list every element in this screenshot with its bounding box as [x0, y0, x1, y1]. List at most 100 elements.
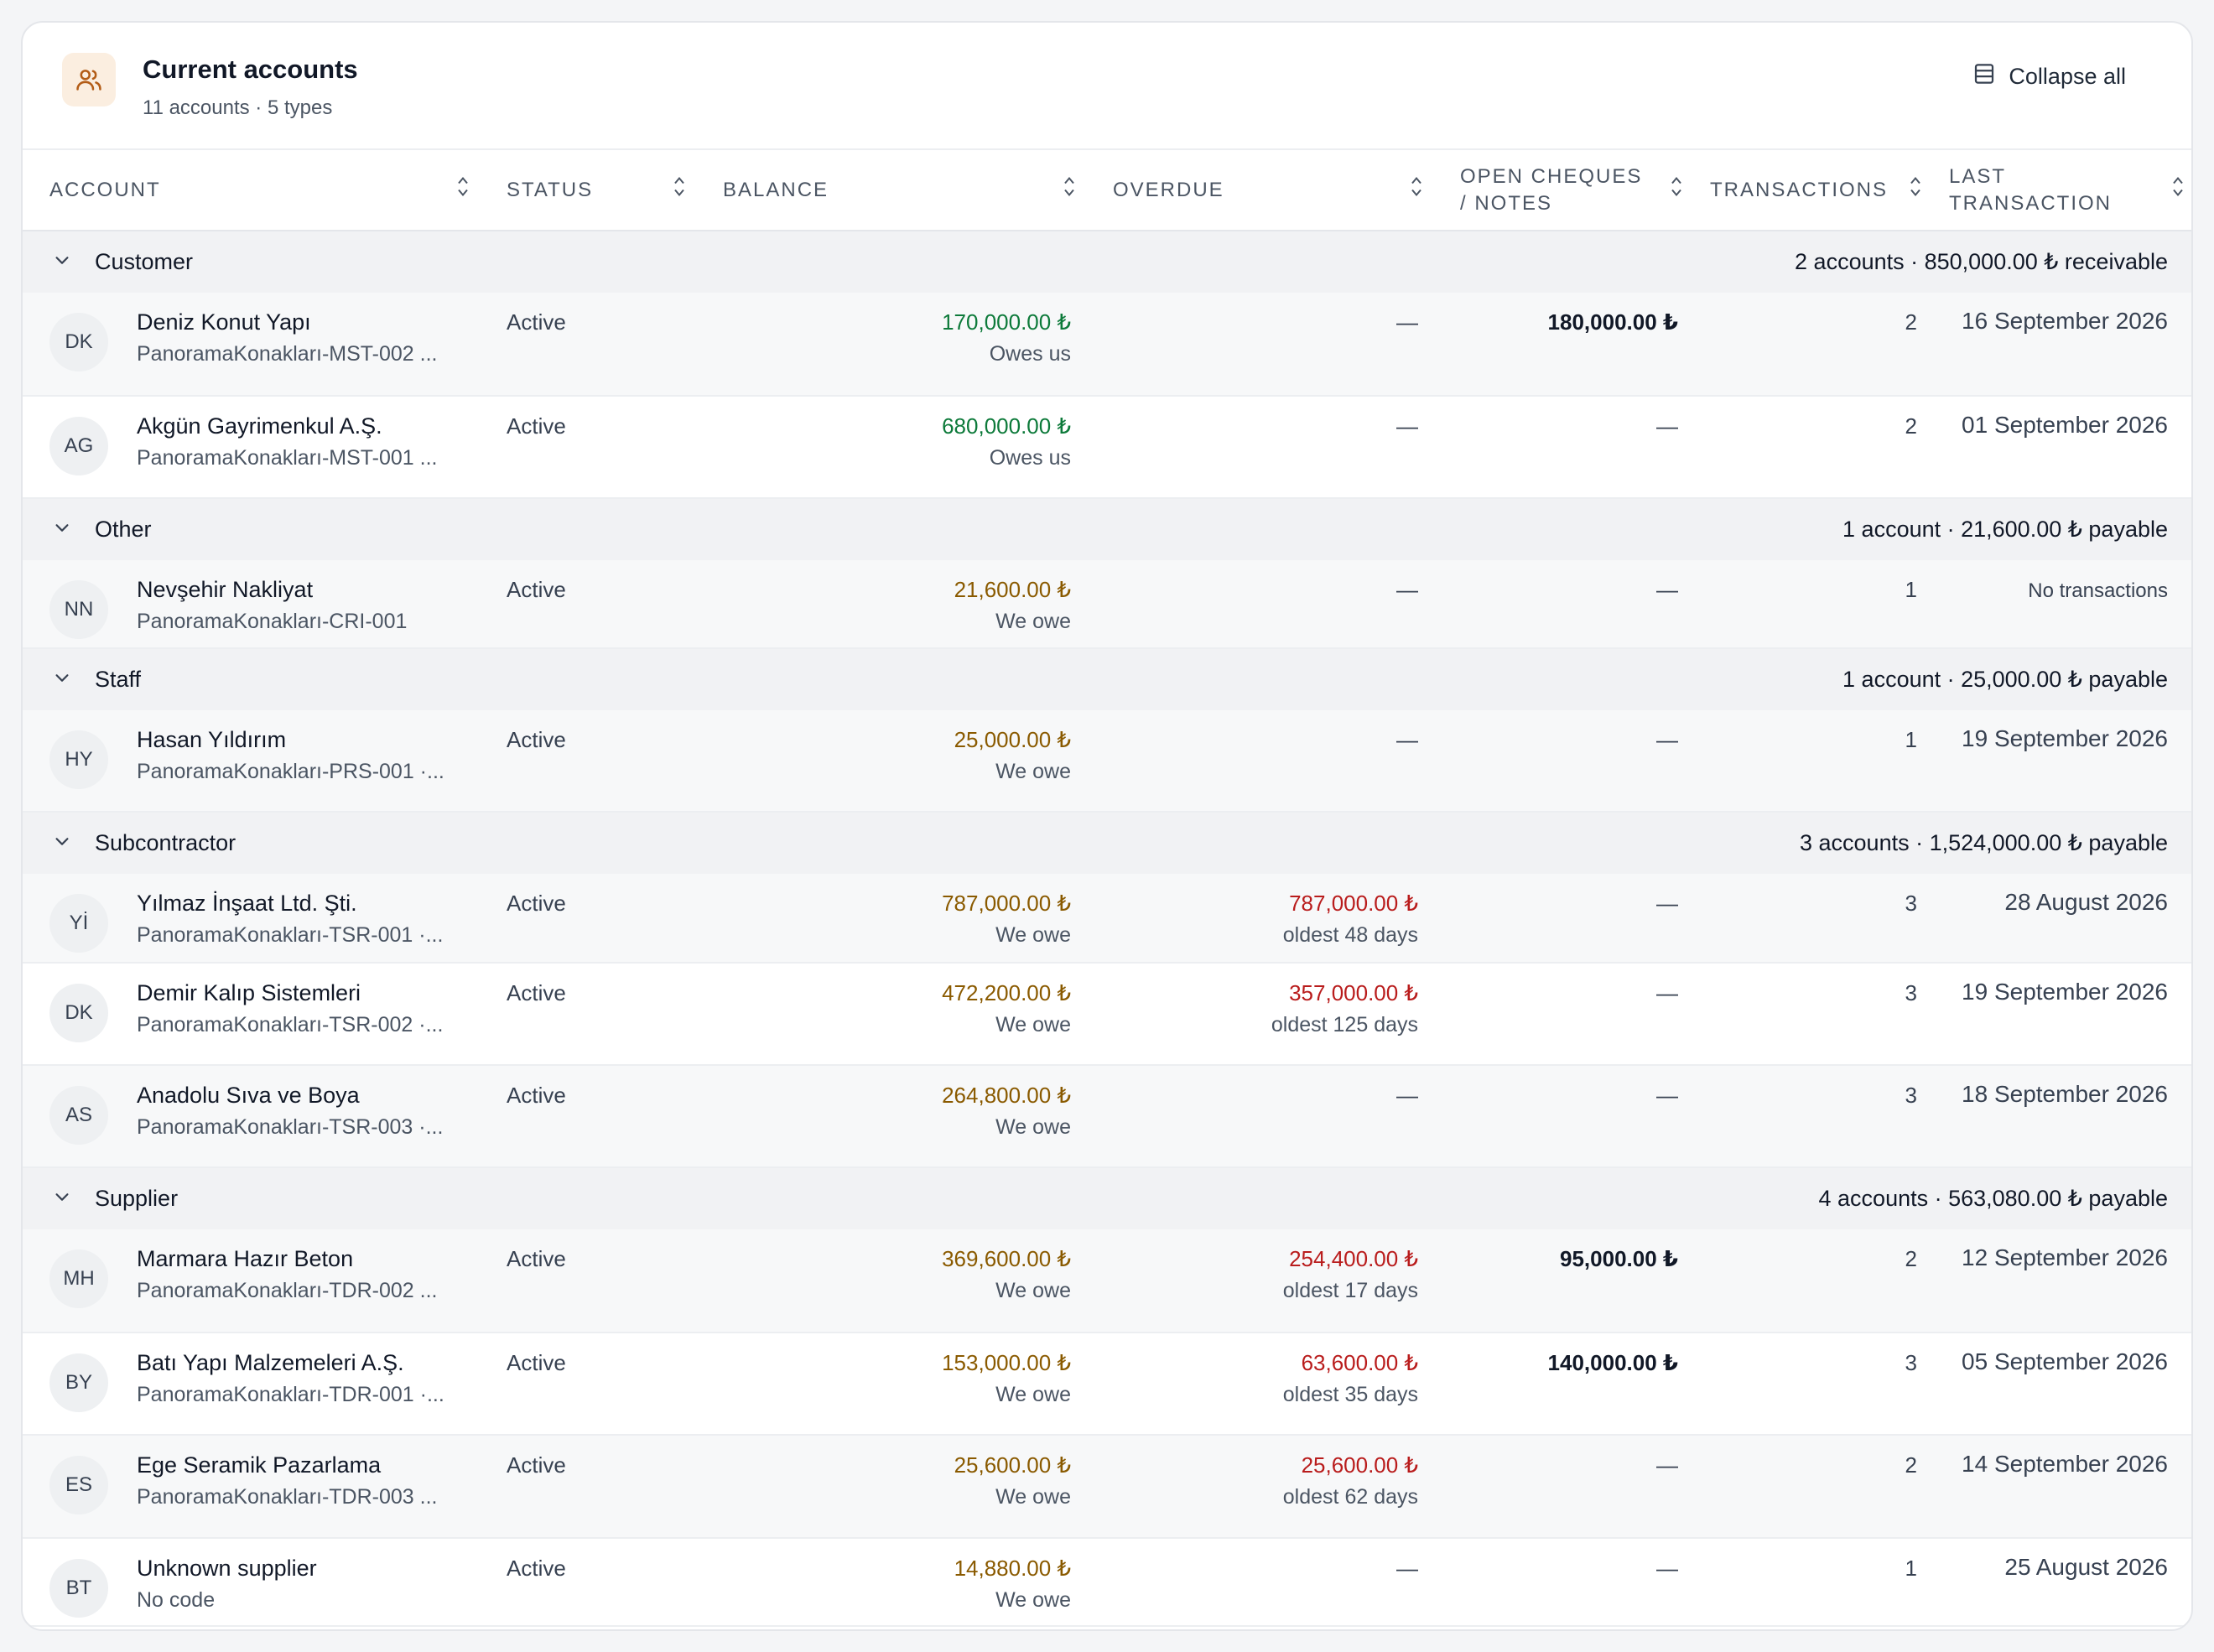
- table-row[interactable]: HY Hasan Yıldırım PanoramaKonakları-PRS-00…: [23, 710, 2191, 812]
- column-header[interactable]: Account: [23, 150, 480, 231]
- account-name[interactable]: Demir Kalıp Sistemleri: [137, 980, 361, 1005]
- account-name[interactable]: Ege Seramik Pazarlama: [137, 1452, 382, 1478]
- avatar: BY: [49, 1353, 108, 1412]
- group-summary: 3 accounts · 1,524,000.00 ₺ payable: [1800, 830, 2168, 855]
- column-header[interactable]: Status: [480, 150, 696, 231]
- account-name[interactable]: Akgün Gayrimenkul A.Ş.: [137, 413, 382, 439]
- account-code: PanoramaKonakları-TDR-002 ...: [137, 1279, 438, 1302]
- cheques-amount: —: [1656, 980, 1678, 1005]
- chevron-down-icon[interactable]: [53, 1186, 71, 1212]
- table-row[interactable]: ES Ege Seramik Pazarlama PanoramaKonakları…: [23, 1435, 2191, 1538]
- table-row[interactable]: MH Marmara Hazır Beton PanoramaKonakları-T…: [23, 1229, 2191, 1333]
- accounts-card: Current accounts 11 accounts · 5 types C…: [21, 21, 2193, 1631]
- last-transaction: 19 September 2026: [1962, 979, 2168, 1005]
- account-code: PanoramaKonakları-TSR-002 ·...: [137, 1013, 444, 1036]
- balance-note: We owe: [995, 1013, 1071, 1036]
- cheques-amount: —: [1656, 1556, 1678, 1581]
- transactions-count: 2: [1905, 309, 1917, 335]
- status-text: Active: [507, 309, 566, 335]
- status-text: Active: [507, 727, 566, 752]
- balance-amount: 25,600.00 ₺: [954, 1452, 1071, 1478]
- column-header[interactable]: Balance: [696, 150, 1086, 231]
- status-text: Active: [507, 980, 566, 1005]
- account-name[interactable]: Deniz Konut Yapı: [137, 309, 311, 335]
- balance-note: We owe: [995, 610, 1071, 633]
- table-row[interactable]: AG Akgün Gayrimenkul A.Ş. PanoramaKonaklar…: [23, 396, 2191, 498]
- account-code: PanoramaKonakları-MST-001 ...: [137, 446, 438, 470]
- account-code: PanoramaKonakları-MST-002 ...: [137, 342, 438, 366]
- group-row-other[interactable]: Other 1 account · 21,600.00 ₺ payable: [23, 498, 2191, 560]
- avatar: NN: [49, 580, 108, 639]
- transactions-count: 3: [1905, 980, 1917, 1005]
- account-code: No code: [137, 1588, 216, 1612]
- account-name[interactable]: Yılmaz İnşaat Ltd. Şti.: [137, 891, 357, 916]
- group-name: Other: [95, 517, 152, 542]
- group-summary: 1 account · 21,600.00 ₺ payable: [1842, 517, 2168, 542]
- balance-amount: 14,880.00 ₺: [954, 1556, 1071, 1581]
- account-name[interactable]: Hasan Yıldırım: [137, 727, 287, 752]
- collapse-all-button[interactable]: Collapse all: [1972, 61, 2126, 92]
- account-code: PanoramaKonakları-TDR-001 ·...: [137, 1383, 444, 1406]
- status-text: Active: [507, 891, 566, 916]
- table-row[interactable]: DK Deniz Konut Yapı PanoramaKonakları-MST-…: [23, 293, 2191, 396]
- last-transaction: 14 September 2026: [1962, 1451, 2168, 1477]
- group-row-subcontractor[interactable]: Subcontractor 3 accounts · 1,524,000.00 ₺…: [23, 812, 2191, 874]
- account-code: PanoramaKonakları-CRI-001: [137, 610, 408, 633]
- group-name: Customer: [95, 249, 194, 274]
- account-name[interactable]: Nevşehir Nakliyat: [137, 577, 314, 602]
- account-code: PanoramaKonakları-PRS-001 ·...: [137, 760, 444, 783]
- cheques-amount: —: [1656, 413, 1678, 439]
- last-transaction: No transactions: [2028, 579, 2168, 602]
- cheques-amount: —: [1656, 1083, 1678, 1108]
- chevron-down-icon[interactable]: [53, 830, 71, 856]
- balance-amount: 680,000.00 ₺: [942, 413, 1071, 439]
- avatar: ES: [49, 1456, 108, 1514]
- group-row-staff[interactable]: Staff 1 account · 25,000.00 ₺ payable: [23, 648, 2191, 710]
- sort-icon: [1410, 174, 1423, 205]
- table-row[interactable]: NN Nevşehir Nakliyat PanoramaKonakları-CRI…: [23, 560, 2191, 648]
- table-row[interactable]: DK Demir Kalıp Sistemleri PanoramaKonaklar…: [23, 963, 2191, 1065]
- avatar: BT: [49, 1559, 108, 1618]
- last-transaction: 25 August 2026: [2004, 1554, 2168, 1580]
- transactions-count: 3: [1905, 891, 1917, 916]
- account-name[interactable]: Marmara Hazır Beton: [137, 1246, 354, 1271]
- overdue-amount: —: [1396, 1083, 1418, 1108]
- balance-amount: 264,800.00 ₺: [942, 1083, 1071, 1108]
- table-row[interactable]: Yİ Yılmaz İnşaat Ltd. Şti. PanoramaKonakla…: [23, 874, 2191, 963]
- column-header[interactable]: Overdue: [1086, 150, 1433, 231]
- collapse-all-label: Collapse all: [2009, 64, 2126, 89]
- chevron-down-icon[interactable]: [53, 517, 71, 543]
- group-row-supplier[interactable]: Supplier 4 accounts · 563,080.00 ₺ payabl…: [23, 1167, 2191, 1229]
- overdue-note: oldest 62 days: [1282, 1485, 1418, 1509]
- balance-note: We owe: [995, 1115, 1071, 1139]
- avatar: DK: [49, 984, 108, 1042]
- chevron-down-icon[interactable]: [53, 667, 71, 693]
- account-name[interactable]: Unknown supplier: [137, 1556, 317, 1581]
- status-text: Active: [507, 1246, 566, 1271]
- balance-note: We owe: [995, 1383, 1071, 1406]
- last-transaction: 12 September 2026: [1962, 1244, 2168, 1270]
- table-row[interactable]: AS Anadolu Sıva ve Boya PanoramaKonakları-…: [23, 1065, 2191, 1167]
- sort-icon: [456, 174, 470, 205]
- avatar: AG: [49, 417, 108, 475]
- column-header[interactable]: Open cheques / notes: [1433, 150, 1693, 231]
- overdue-amount: 25,600.00 ₺: [1301, 1452, 1418, 1478]
- overdue-amount: 254,400.00 ₺: [1289, 1246, 1418, 1271]
- group-row-customer[interactable]: Customer 2 accounts · 850,000.00 ₺ receiv…: [23, 231, 2191, 293]
- page-subtitle: 11 accounts · 5 types: [143, 96, 333, 119]
- transactions-count: 2: [1905, 413, 1917, 439]
- balance-note: We owe: [995, 923, 1071, 947]
- status-text: Active: [507, 1083, 566, 1108]
- table-row[interactable]: BT Unknown supplier No code Active 14,880.00…: [23, 1538, 2191, 1626]
- column-header[interactable]: Last transaction: [1932, 150, 2191, 231]
- account-name[interactable]: Batı Yapı Malzemeleri A.Ş.: [137, 1350, 404, 1375]
- last-transaction: 18 September 2026: [1962, 1081, 2168, 1107]
- sort-icon: [1063, 174, 1076, 205]
- transactions-count: 3: [1905, 1350, 1917, 1375]
- group-summary: 2 accounts · 850,000.00 ₺ receivable: [1795, 249, 2168, 274]
- balance-amount: 25,000.00 ₺: [954, 727, 1071, 752]
- chevron-down-icon[interactable]: [53, 249, 71, 275]
- table-row[interactable]: BY Batı Yapı Malzemeleri A.Ş. PanoramaKona…: [23, 1333, 2191, 1435]
- account-name[interactable]: Anadolu Sıva ve Boya: [137, 1083, 360, 1108]
- column-header[interactable]: Transactions: [1693, 150, 1932, 231]
